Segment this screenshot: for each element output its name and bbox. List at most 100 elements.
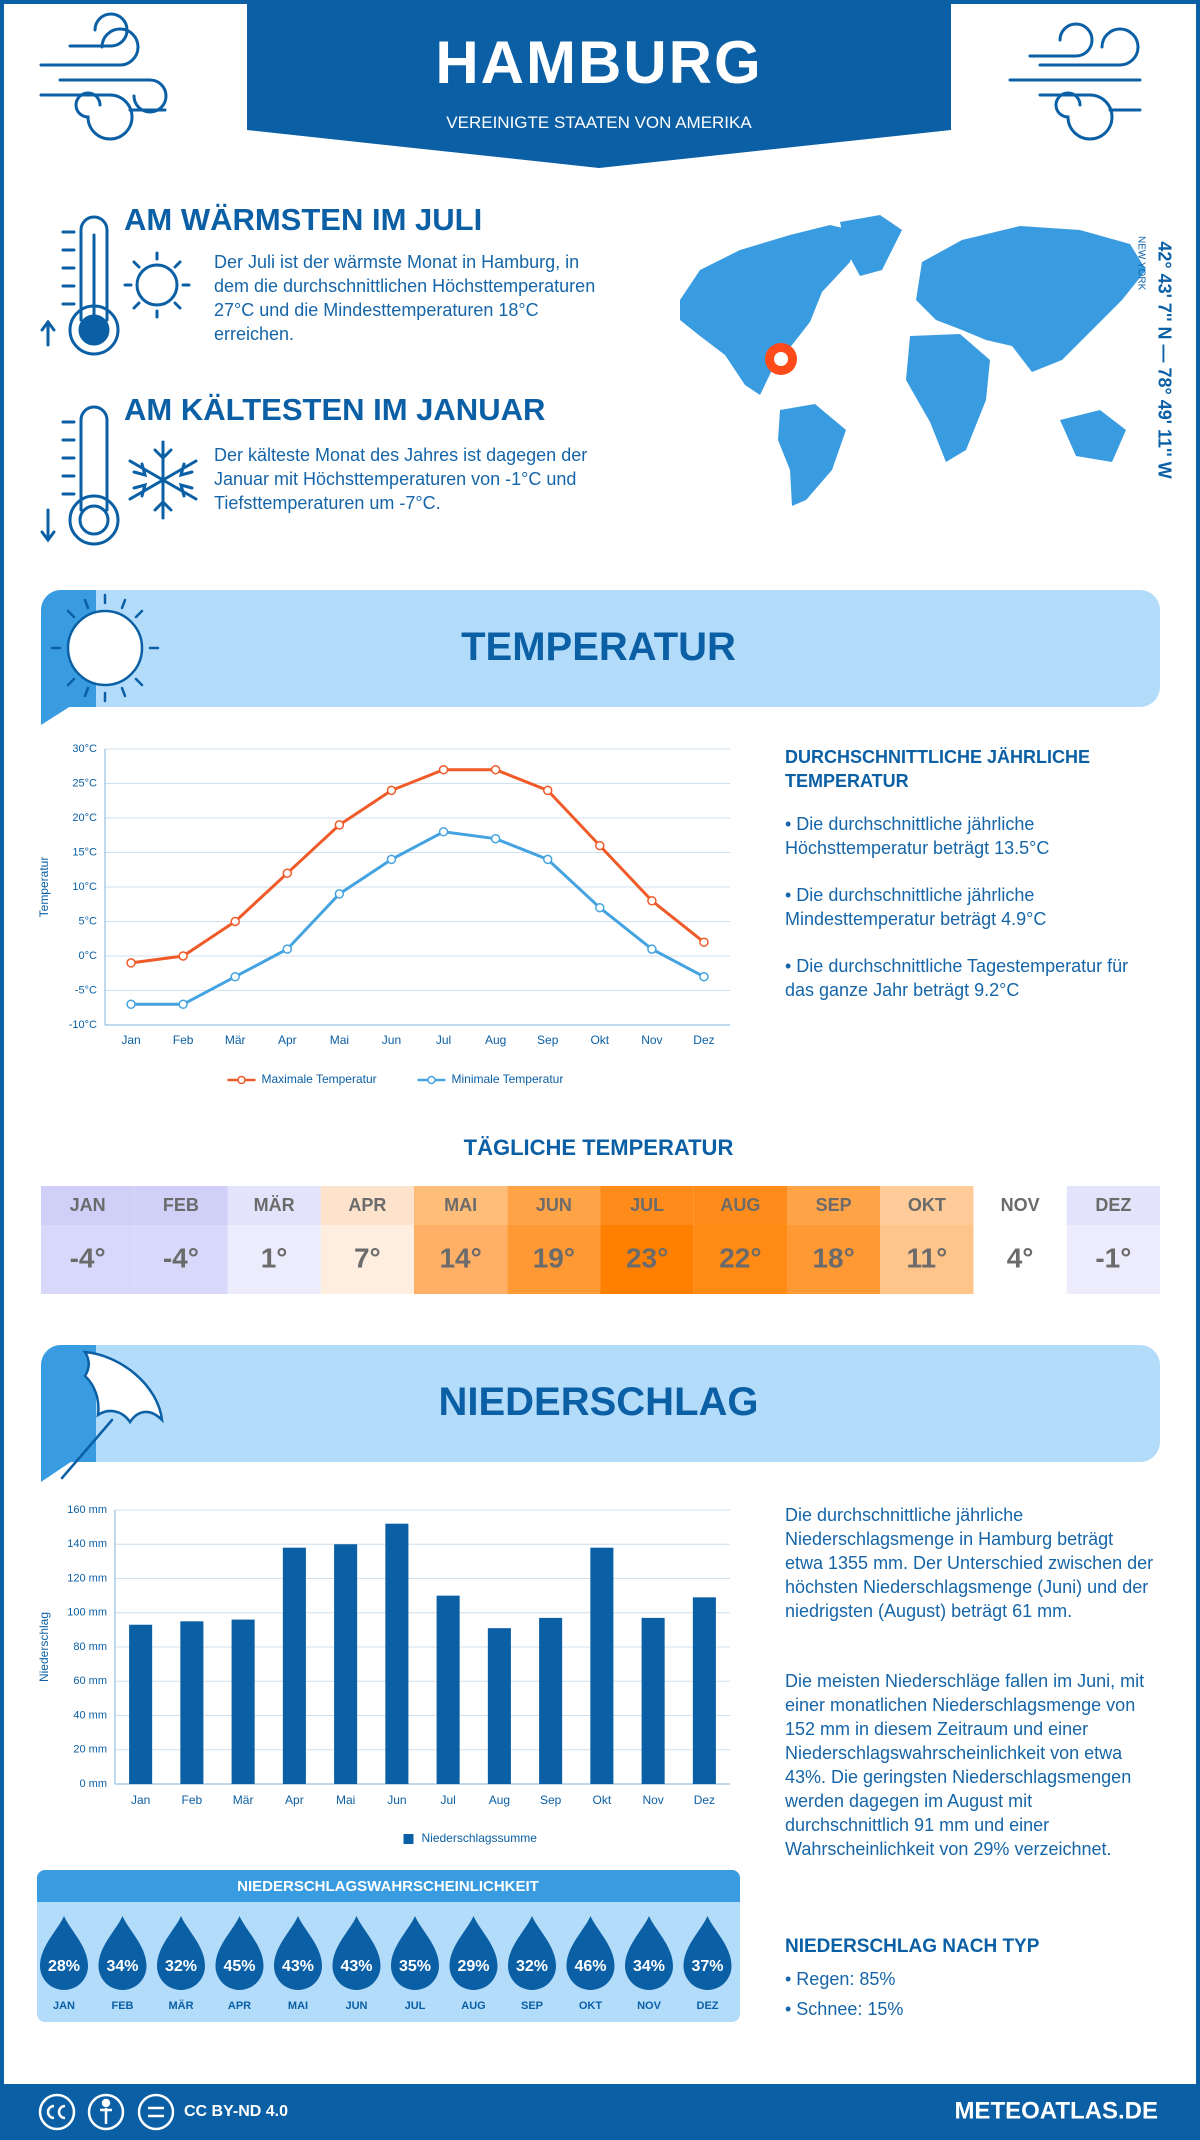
bar (180, 1621, 204, 1784)
umbrella-icon (60, 1350, 164, 1480)
point (490, 764, 501, 775)
month-value-cell (414, 1225, 508, 1294)
y-tick-label: 20 mm (73, 1744, 107, 1756)
header-banner (247, 0, 951, 168)
bar (334, 1544, 358, 1784)
drop-month: OKT (579, 2000, 603, 2012)
month-header-cell (41, 1186, 135, 1225)
highlight-title: AM KÄLTESTEN IM JANUAR (124, 392, 546, 427)
point (334, 820, 345, 830)
wind-icon-left (39, 12, 168, 141)
month-label: MAI (444, 1195, 477, 1215)
bar (282, 1547, 306, 1784)
probability-title: NIEDERSCHLAGSWAHRSCHEINLICHKEIT (237, 1878, 539, 1895)
month-label: JUN (536, 1195, 572, 1215)
x-tick-label: Sep (540, 1793, 562, 1807)
drop (157, 1916, 205, 1990)
wind-icon-right (1008, 22, 1142, 141)
banner-accent (41, 1345, 96, 1462)
drop-month: FEB (112, 2000, 134, 2012)
y-tick-label: 60 mm (73, 1675, 107, 1687)
month-value: -4° (70, 1242, 106, 1273)
footer-bar (0, 2084, 1200, 2140)
month-value: 19° (533, 1242, 575, 1273)
month-value: 22° (719, 1242, 761, 1273)
month-value-cell (787, 1225, 881, 1294)
point (126, 958, 136, 968)
point (490, 833, 501, 844)
drop-value: 45% (223, 1958, 255, 1975)
temperature-banner (41, 590, 1160, 707)
section-title: TEMPERATUR (461, 625, 736, 669)
drop-value: 35% (399, 1958, 431, 1975)
line (130, 768, 705, 965)
y-tick-label: 120 mm (67, 1572, 107, 1584)
x-tick-label: Dez (694, 1793, 715, 1807)
y-tick-label: 20°C (72, 812, 97, 824)
drop-value: 46% (574, 1958, 606, 1975)
x-tick-label: Dez (693, 1033, 714, 1047)
drop-month: JAN (53, 2000, 75, 2012)
bar (539, 1617, 563, 1784)
month-value-cell (1066, 1225, 1160, 1294)
drop (215, 1916, 264, 1991)
point (542, 854, 553, 865)
drop (40, 1916, 88, 1990)
legend-swatch (237, 1075, 246, 1085)
drop-month: JUN (345, 2000, 367, 2012)
drop-value: 34% (106, 1958, 138, 1975)
y-tick-label: 5°C (79, 915, 98, 927)
bar (487, 1628, 511, 1784)
month-value: 4° (1007, 1242, 1034, 1273)
month-value: 23° (626, 1242, 668, 1273)
world-map (680, 215, 1146, 506)
month-value-cell (693, 1225, 787, 1294)
x-tick-label: Jun (382, 1033, 401, 1047)
month-label: NOV (1001, 1195, 1040, 1215)
drop (391, 1916, 439, 1990)
drop-value: 28% (48, 1958, 80, 1975)
drop (274, 1916, 322, 1990)
y-axis-label: Niederschlag (37, 1612, 51, 1682)
month-header-cell (693, 1186, 787, 1225)
license: CC BY-ND 4.0 (184, 2103, 288, 2120)
point (595, 840, 605, 851)
point (699, 937, 709, 947)
y-tick-label: 100 mm (67, 1607, 107, 1619)
month-header-cell (1066, 1186, 1160, 1225)
y-tick-label: 0 mm (80, 1778, 108, 1790)
bar (692, 1597, 716, 1784)
month-header-cell (507, 1186, 601, 1225)
bar (436, 1595, 460, 1784)
drop (566, 1916, 615, 1991)
drop-value: 37% (691, 1958, 723, 1975)
point (230, 971, 240, 982)
y-tick-label: 80 mm (73, 1641, 107, 1653)
x-tick-label: Mär (225, 1033, 246, 1047)
month-header-cell (880, 1186, 974, 1225)
subtitle: VEREINIGTE STAATEN VON AMERIKA (446, 113, 752, 132)
drop-value: 29% (457, 1958, 489, 1975)
highlight-text: Der kälteste Monat des Jahres ist dagege… (214, 445, 588, 513)
month-value: 18° (812, 1242, 854, 1273)
month-header-cell (134, 1186, 228, 1225)
drop-month: SEP (521, 2000, 543, 2012)
drop (449, 1916, 498, 1991)
legend-label: Niederschlagssumme (422, 1831, 538, 1845)
drop-month: AUG (461, 2000, 485, 2012)
month-value: 1° (261, 1242, 288, 1273)
daily-title: TÄGLICHE TEMPERATUR (463, 1135, 734, 1160)
month-header-cell (414, 1186, 508, 1225)
month-label: DEZ (1095, 1195, 1131, 1215)
month-value-cell (600, 1225, 694, 1294)
point (334, 889, 345, 899)
x-tick-label: Nov (642, 1793, 663, 1807)
month-label: OKT (908, 1195, 946, 1215)
y-tick-label: 140 mm (67, 1538, 107, 1550)
x-tick-label: Mai (336, 1793, 355, 1807)
point (178, 999, 188, 1010)
drop-month: MÄR (168, 1999, 193, 2012)
type-title: NIEDERSCHLAG NACH TYP (785, 1936, 1040, 1957)
probability-box (37, 1870, 740, 2022)
